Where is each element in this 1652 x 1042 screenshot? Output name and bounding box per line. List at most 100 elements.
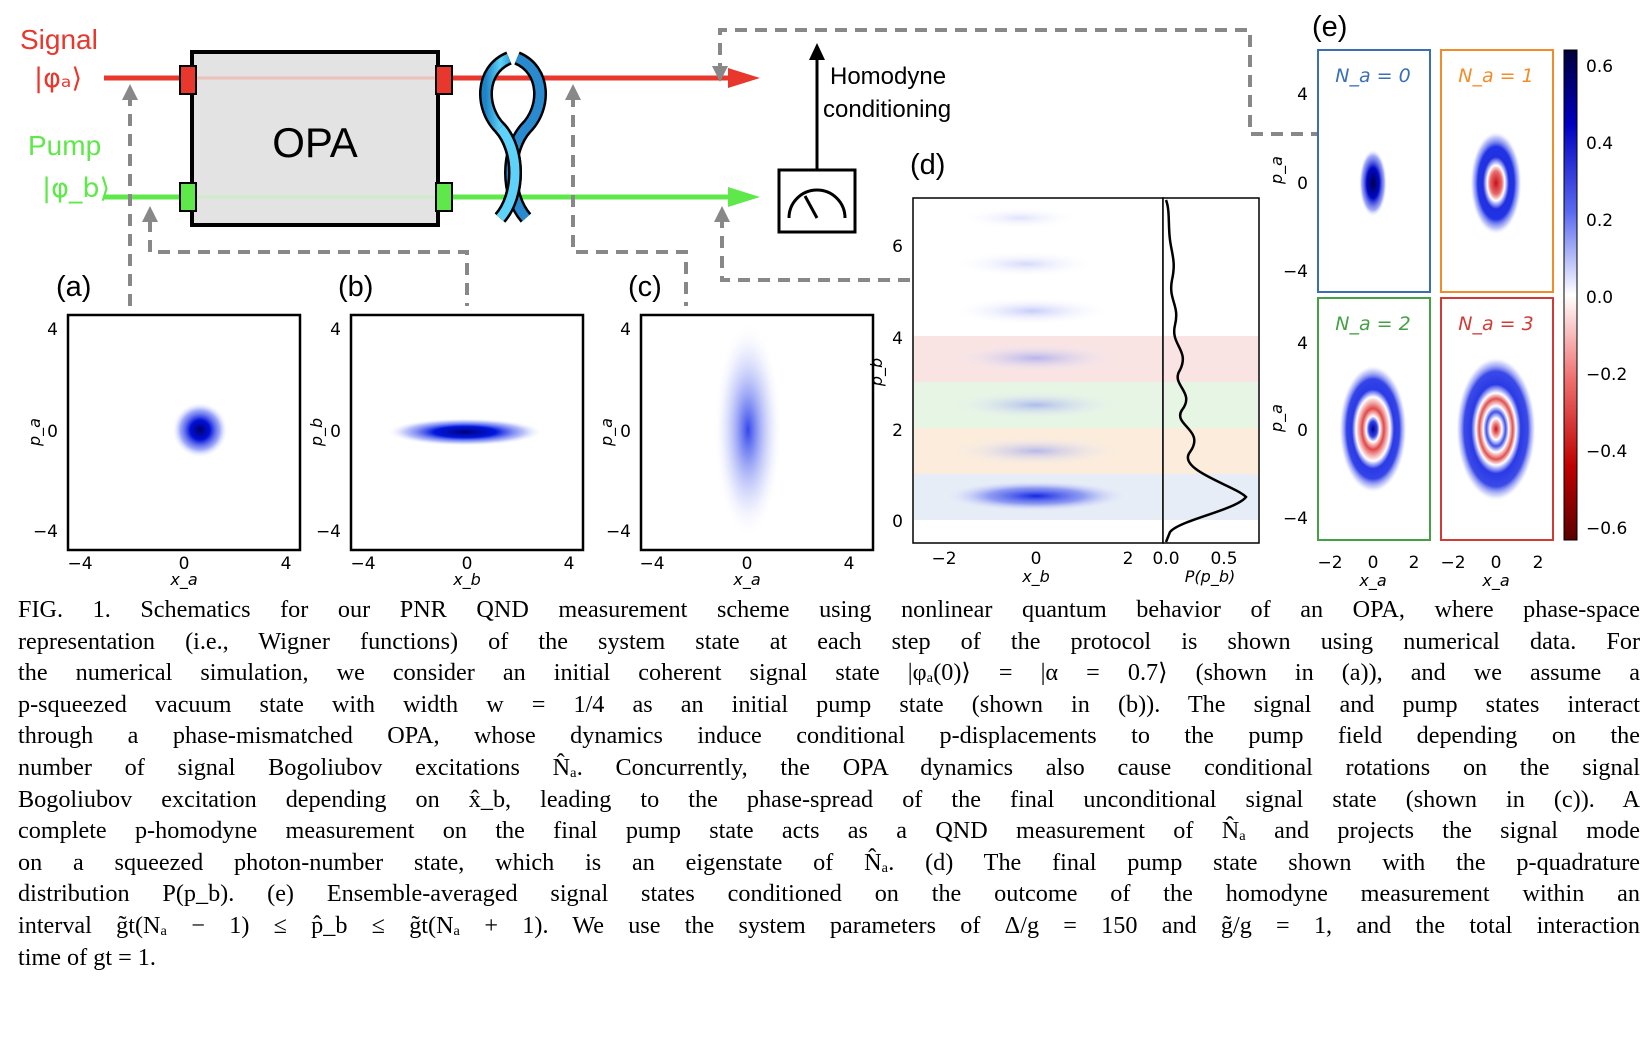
- homodyne-label-line2: conditioning: [823, 96, 951, 123]
- panel-d-fringe: [941, 480, 1131, 512]
- panel-e-ytick: 4: [1297, 334, 1308, 354]
- panel-a-label: (a): [56, 271, 91, 303]
- caption-line: time of gt = 1.: [18, 943, 156, 971]
- panel-d-distribution-curve: [1164, 199, 1248, 543]
- panel-c-xtick: 4: [844, 554, 855, 574]
- panel-b-xtick: 0: [462, 554, 473, 574]
- schematic: Signal |φₐ⟩ Pump |φ_b⟩ OPA: [20, 24, 1320, 306]
- dashed-connectors: [128, 28, 1320, 306]
- panel-e-title-n1: N_a = 1: [1458, 65, 1533, 87]
- opa-pump-in-port: [179, 182, 197, 212]
- panel-a-xtick: −4: [67, 554, 92, 574]
- panel-a-ylabel: p_a: [25, 418, 45, 447]
- panel-d-fringe: [946, 390, 1126, 420]
- panel-d-xlabel2: P(p_b): [1185, 567, 1235, 587]
- caption-line: the numerical simulation, we consider an…: [18, 659, 1640, 687]
- pump-state-label: |φ_b⟩: [42, 173, 110, 204]
- colorbar-tick: −0.6: [1586, 519, 1627, 539]
- panel-d-ylabel: p_b: [867, 358, 887, 387]
- panel-e-ytick: 0: [1297, 421, 1308, 441]
- panel-d-ytick: 2: [892, 421, 903, 441]
- panel-b-xtick: 4: [564, 554, 575, 574]
- opa-label: OPA: [272, 119, 358, 166]
- panel-e-subplot-n2: N_a = 2: [1317, 297, 1431, 541]
- panel-a-ytick: −4: [33, 522, 58, 542]
- panel-d-fringe: [948, 343, 1124, 373]
- panel-d-xtick2: 0.0: [1152, 549, 1179, 569]
- opa-pump-out-port: [435, 182, 453, 212]
- panel-e-xtick: 0: [1368, 553, 1379, 573]
- figure-caption: FIG. 1. Schematics for our PNR QND measu…: [18, 594, 1640, 973]
- figure-1: Signal |φₐ⟩ Pump |φ_b⟩ OPA: [20, 11, 1627, 591]
- panel-b-wigner-blob: [387, 418, 543, 446]
- panel-d-xtick: −2: [931, 549, 956, 569]
- panel-d-ytick: 6: [892, 237, 903, 257]
- caption-line: through a phase-mismatched OPA, whose dy…: [18, 722, 1640, 750]
- pump-label: Pump: [28, 130, 101, 161]
- signal-arrowhead: [728, 68, 760, 88]
- panel-a-xtick: 4: [281, 554, 292, 574]
- signal-label: Signal: [20, 24, 98, 55]
- panel-e-xtick: 2: [1533, 553, 1544, 573]
- panel-a-ytick: 4: [47, 320, 58, 340]
- panel-d-fringe: [960, 207, 1080, 229]
- panel-c-xlabel: x_a: [732, 570, 760, 590]
- panel-e-title-n3: N_a = 3: [1458, 313, 1533, 335]
- panel-b-xtick: −4: [350, 554, 375, 574]
- panel-d-fringe: [952, 297, 1112, 325]
- panel-e-ytick: 0: [1297, 174, 1308, 194]
- colorbar-tick: −0.2: [1586, 365, 1627, 385]
- panel-e-title-n0: N_a = 0: [1335, 65, 1410, 87]
- homodyne-label-line1: Homodyne: [830, 63, 946, 90]
- panel-b-xlabel: x_b: [452, 570, 481, 590]
- panel-a-wigner-blob: [172, 402, 228, 458]
- panel-e-ylabel: p_a: [1267, 404, 1287, 433]
- panel-d-ytick: 0: [892, 512, 903, 532]
- colorbar-tick: 0.0: [1586, 288, 1613, 308]
- caption-line: representation (i.e., Wigner functions) …: [18, 627, 1640, 655]
- panel-e-xtick: −2: [1317, 553, 1342, 573]
- panel-c-wigner-blob: [714, 322, 782, 538]
- panel-c-xtick: −4: [639, 554, 664, 574]
- panel-d-xtick: 2: [1123, 549, 1134, 569]
- colorbar-tick: −0.4: [1586, 442, 1627, 462]
- caption-line: number of signal Bogoliubov excitations …: [18, 753, 1640, 781]
- caption-line: p-squeezed vacuum state with width w = 1…: [18, 690, 1640, 718]
- caption-line: distribution P(p_b). (e) Ensemble-averag…: [18, 880, 1640, 908]
- panel-d-xtick: 0: [1031, 549, 1042, 569]
- panel-e-title-n2: N_a = 2: [1335, 313, 1410, 335]
- panel-d-ytick: 4: [892, 329, 903, 349]
- panel-d-xlabel: x_b: [1021, 567, 1050, 587]
- signal-state-label: |φₐ⟩: [34, 63, 82, 94]
- panel-c-ytick: 0: [620, 422, 631, 442]
- panel-e-ylabel: p_a: [1267, 156, 1287, 185]
- twisted-ribbon-icon: [479, 51, 547, 223]
- colorbar-tick: 0.6: [1586, 57, 1613, 77]
- caption-line: FIG. 1. Schematics for our PNR QND measu…: [18, 596, 1640, 623]
- colorbar-tick: 0.2: [1586, 211, 1613, 231]
- panel-e-colorbar: 0.6 0.4 0.2 0.0 −0.2 −0.4 −0.6: [1563, 49, 1627, 541]
- caption-line: on a squeezed photon-number state, which…: [18, 848, 1640, 876]
- panel-c-label: (c): [628, 271, 662, 303]
- opa-signal-in-port: [179, 65, 197, 95]
- panel-e-label: (e): [1312, 11, 1347, 43]
- caption-line: complete p-homodyne measurement on the f…: [18, 817, 1640, 845]
- panel-b-ylabel: p_b: [307, 418, 327, 447]
- panel-a-xtick: 0: [179, 554, 190, 574]
- panel-e-xtick: 0: [1491, 553, 1502, 573]
- panel-d-xtick2: 0.5: [1210, 549, 1237, 569]
- panel-e-subplot-n1: N_a = 1: [1440, 49, 1554, 293]
- panel-b: (b) 4 0 −4 −4 0 4 x_b p_b: [307, 271, 585, 590]
- panel-c-ytick: 4: [620, 320, 631, 340]
- caption-line: Bogoliubov excitation depending on x̂_b,…: [18, 785, 1640, 813]
- panel-d-fringe: [948, 436, 1124, 466]
- panel-e-ytick: 4: [1297, 85, 1308, 105]
- panel-e-xtick: −2: [1440, 553, 1465, 573]
- panel-c-xtick: 0: [742, 554, 753, 574]
- opa-signal-out-port: [435, 65, 453, 95]
- panel-e: (e) N_a = 0 N_a = 1 N_a = 2 N_a = 3 4: [1267, 11, 1627, 591]
- panel-a-ytick: 0: [47, 422, 58, 442]
- panel-c-ytick: −4: [606, 522, 631, 542]
- panel-d-label: (d): [910, 149, 945, 181]
- colorbar-tick: 0.4: [1586, 134, 1613, 154]
